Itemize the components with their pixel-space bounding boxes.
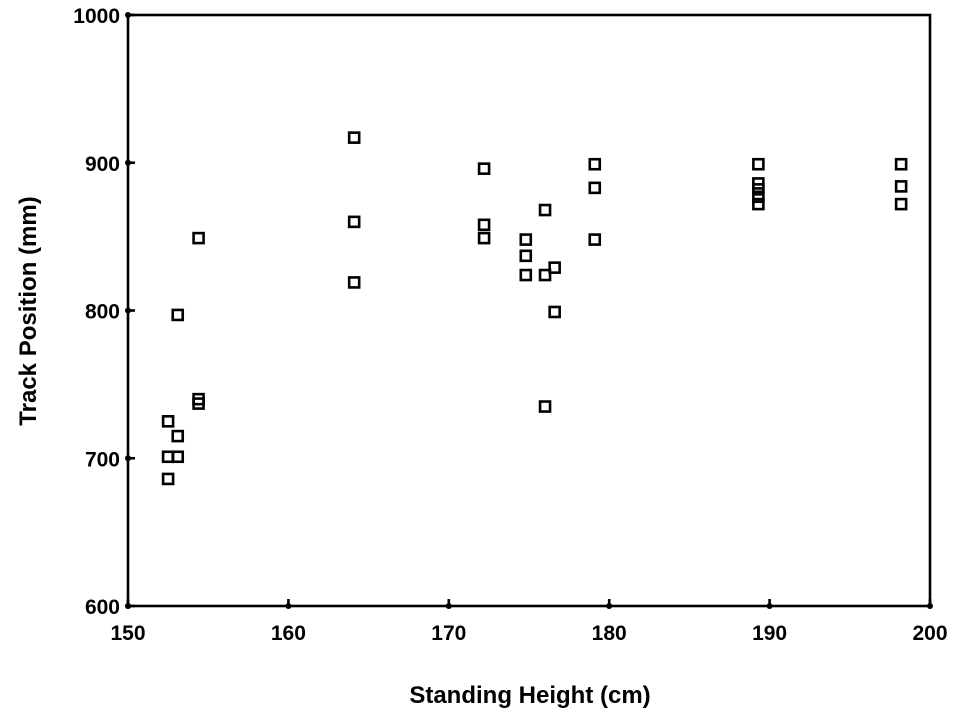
- data-point: [161, 415, 175, 428]
- plot-frame: [126, 13, 932, 608]
- y-tick-label: 900: [85, 153, 120, 176]
- data-point: [171, 429, 185, 443]
- data-point: [588, 233, 602, 246]
- data-point: [347, 215, 361, 229]
- y-tick-dot-900: [125, 159, 131, 166]
- data-point: [752, 197, 765, 211]
- y-tick-dot-1000: [125, 12, 131, 18]
- data-point: [588, 157, 602, 171]
- x-tick-label: 170: [431, 622, 466, 645]
- y-tick-label: 1000: [73, 5, 120, 28]
- data-point: [477, 162, 491, 175]
- data-point: [752, 183, 765, 196]
- data-point: [894, 180, 908, 193]
- y-tick-dot-700: [125, 455, 131, 462]
- x-tick-dot-160: [285, 603, 292, 609]
- data-point: [519, 233, 533, 246]
- data-point: [548, 261, 561, 274]
- x-tick-dot-200: [927, 603, 933, 609]
- data-point: [548, 305, 561, 319]
- data-point: [347, 276, 361, 289]
- data-point: [538, 400, 552, 413]
- x-tick-dot-190: [766, 603, 773, 609]
- data-point: [477, 218, 491, 232]
- data-point: [894, 157, 908, 171]
- data-point: [192, 397, 205, 410]
- x-tick-label: 150: [110, 622, 145, 645]
- x-tick-label: 160: [271, 622, 306, 645]
- data-point: [161, 472, 175, 486]
- x-tick-dot-170: [445, 603, 452, 609]
- data-point: [347, 131, 361, 144]
- data-point: [538, 268, 552, 282]
- data-point: [752, 190, 765, 204]
- data-point: [538, 203, 552, 217]
- data-points: [161, 131, 908, 486]
- data-point: [894, 197, 908, 211]
- x-tick-label: 180: [592, 622, 627, 645]
- data-point: [171, 450, 185, 464]
- x-tick-dot-180: [606, 603, 613, 609]
- y-axis-title: Track Position (mm): [15, 196, 42, 425]
- data-point: [192, 231, 205, 245]
- x-tick-label: 200: [912, 622, 947, 645]
- data-point: [752, 157, 765, 171]
- data-point: [519, 249, 533, 263]
- x-tick-label: 190: [752, 622, 787, 645]
- y-tick-label: 800: [85, 301, 120, 324]
- data-point: [588, 181, 602, 195]
- x-axis-title: Standing Height (cm): [409, 682, 650, 709]
- y-tick-dot-600: [125, 603, 131, 609]
- axis-ticks: [125, 12, 933, 609]
- y-tick-label: 700: [85, 448, 120, 471]
- y-tick-label: 600: [85, 596, 120, 619]
- data-point: [477, 231, 491, 245]
- data-point: [519, 268, 533, 282]
- axis-tick-labels: 150 160 170 180 190 200 600 700 800 900 1000: [73, 5, 947, 645]
- data-point: [171, 308, 185, 322]
- y-tick-dot-800: [125, 307, 131, 314]
